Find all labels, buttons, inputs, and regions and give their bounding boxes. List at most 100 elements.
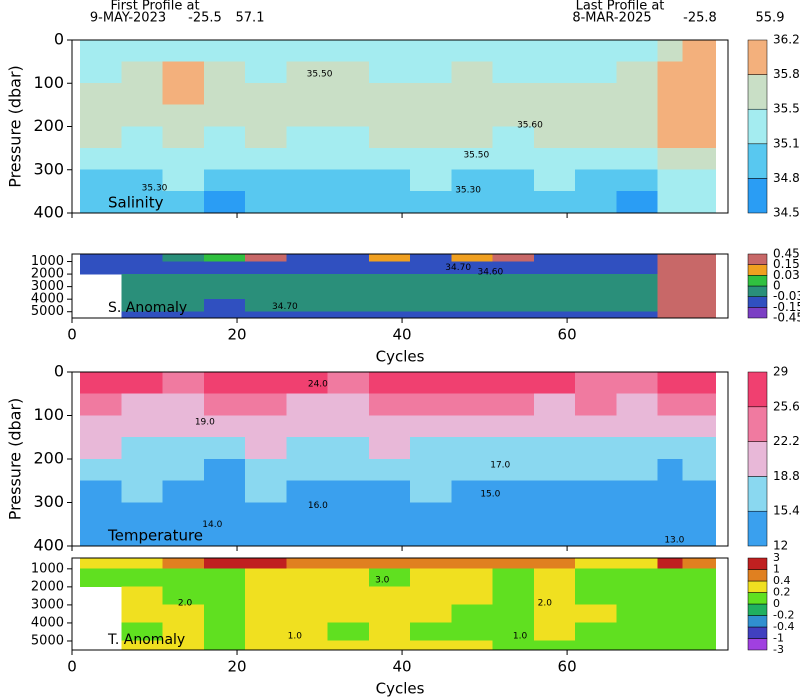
colorbar-segment [747, 592, 768, 605]
heat-cell [575, 253, 617, 262]
heat-cell [575, 371, 617, 394]
y-tick-label: 100 [33, 405, 64, 424]
heat-cell [286, 39, 329, 62]
heat-cell [657, 169, 683, 192]
colorbar-segment [747, 580, 768, 593]
heat-cell [245, 568, 287, 588]
heat-cell [286, 640, 329, 651]
heat-cell [575, 286, 617, 300]
heat-cell [162, 261, 205, 275]
heat-cell [162, 253, 205, 262]
heat-cell [657, 298, 683, 312]
colorbar-label: 1 [773, 563, 780, 576]
colorbar-segment [747, 264, 768, 276]
contour-label: 1.0 [513, 632, 528, 642]
heat-cell [410, 622, 452, 642]
heat-cell [410, 191, 452, 214]
heat-cell [245, 557, 287, 570]
panel-label: Temperature [107, 527, 203, 545]
heat-cell [451, 61, 494, 84]
heat-cell [533, 557, 576, 570]
heat-cell [682, 568, 716, 588]
heat-cell [657, 147, 683, 170]
heat-cell [533, 147, 576, 170]
heat-cell [492, 604, 535, 624]
heat-cell [575, 480, 617, 503]
colorbar-segment [747, 510, 768, 547]
heat-cell [616, 126, 659, 149]
colorbar-segment [747, 39, 768, 75]
heat-cell [657, 371, 683, 394]
contour-label: 24.0 [308, 380, 328, 390]
heat-cell [121, 61, 164, 84]
heat-cell [657, 61, 683, 84]
heat-cell [80, 253, 122, 262]
last-profile-lon: 55.9 [756, 11, 785, 26]
y-tick-label: 300 [33, 159, 64, 178]
heat-cell [533, 371, 576, 394]
heat-cell [533, 393, 576, 416]
heat-cell [286, 437, 329, 460]
heat-cell [575, 126, 617, 149]
colorbar-segment [747, 371, 768, 408]
heat-cell [245, 480, 287, 503]
heat-cell [327, 604, 370, 624]
last-profile-label: Last Profile at [576, 0, 665, 14]
heat-cell [575, 640, 617, 651]
heat-cell [682, 480, 716, 503]
heat-cell [286, 393, 329, 416]
heat-cell [245, 622, 287, 642]
heat-cell [657, 261, 683, 275]
colorbar-segment [747, 285, 768, 297]
heat-cell [121, 104, 164, 127]
heat-cell [682, 586, 716, 606]
heat-cell [575, 524, 617, 547]
heat-cell [575, 393, 617, 416]
heat-cell [492, 524, 535, 547]
heat-cell [245, 83, 287, 106]
heat-cell [682, 502, 716, 525]
heat-cell [575, 502, 617, 525]
heat-cell [162, 502, 205, 525]
heat-cell [682, 437, 716, 460]
colorbar-segment [747, 441, 768, 477]
colorbar-segment [747, 253, 768, 265]
heat-cell [203, 604, 246, 624]
heat-cell [121, 261, 164, 275]
x-tick-label: 20 [227, 326, 246, 344]
heat-cell [203, 39, 246, 62]
heat-cell [575, 273, 617, 287]
heat-cell [80, 83, 122, 106]
heat-cell [203, 437, 246, 460]
heat-cell [286, 253, 329, 262]
heat-cell [657, 437, 683, 460]
heat-cell [575, 261, 617, 275]
heat-cell [80, 371, 122, 394]
heat-cell [575, 39, 617, 62]
heat-cell [286, 524, 329, 547]
heat-cell [286, 83, 329, 106]
heat-cell [410, 604, 452, 624]
heat-cell [327, 169, 370, 192]
heat-cell [533, 298, 576, 312]
heat-cell [533, 502, 576, 525]
heat-cell [368, 191, 411, 214]
heat-cell [203, 104, 246, 127]
y-tick-label: 400 [33, 536, 64, 555]
heat-cell [368, 415, 411, 438]
heat-cell [245, 286, 287, 300]
heat-cell [327, 502, 370, 525]
heat-cell [368, 622, 411, 642]
y-tick-label: 400 [33, 203, 64, 222]
heat-cell [162, 191, 205, 214]
contour-label: 34.60 [477, 267, 503, 277]
heat-cell [616, 169, 659, 192]
heat-cell [682, 253, 716, 262]
heat-cell [533, 640, 576, 651]
heat-cell [245, 61, 287, 84]
heat-cell [451, 458, 494, 481]
heat-cell [80, 147, 122, 170]
heat-cell [245, 253, 287, 262]
heat-cell [121, 415, 164, 438]
heat-cell [533, 568, 576, 588]
